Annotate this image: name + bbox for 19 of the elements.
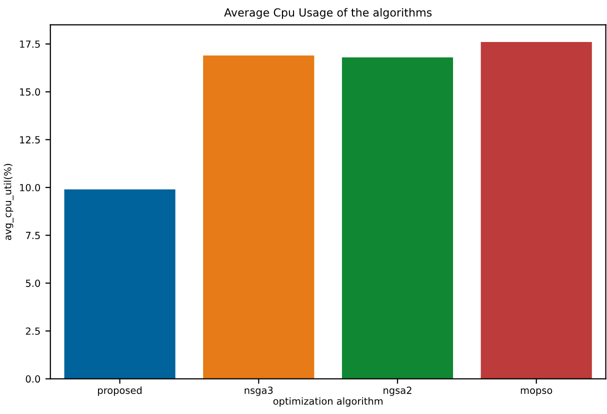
bar xyxy=(480,42,592,379)
y-tick-label: 2.5 xyxy=(26,327,40,335)
bar xyxy=(342,57,454,379)
x-tick-label: proposed xyxy=(98,386,142,396)
y-tick-label: 10.0 xyxy=(20,184,40,192)
bar xyxy=(64,189,176,379)
x-axis-title: optimization algorithm xyxy=(273,397,383,407)
chart-title: Average Cpu Usage of the algorithms xyxy=(224,8,432,19)
y-tick-label: 17.5 xyxy=(20,40,40,48)
y-tick-label: 15.0 xyxy=(20,88,40,96)
y-tick-label: 12.5 xyxy=(20,136,40,144)
x-tick-label: nsga3 xyxy=(244,386,273,396)
x-tick-label: ngsa2 xyxy=(384,386,412,396)
y-tick-label: 7.5 xyxy=(26,232,40,240)
x-tick-label: mopso xyxy=(520,388,552,396)
bar xyxy=(203,55,314,379)
y-axis-title: avg_cpu_util(%) xyxy=(4,164,14,240)
y-tick-label: 0.0 xyxy=(26,375,40,383)
y-tick-label: 5.0 xyxy=(26,280,40,287)
